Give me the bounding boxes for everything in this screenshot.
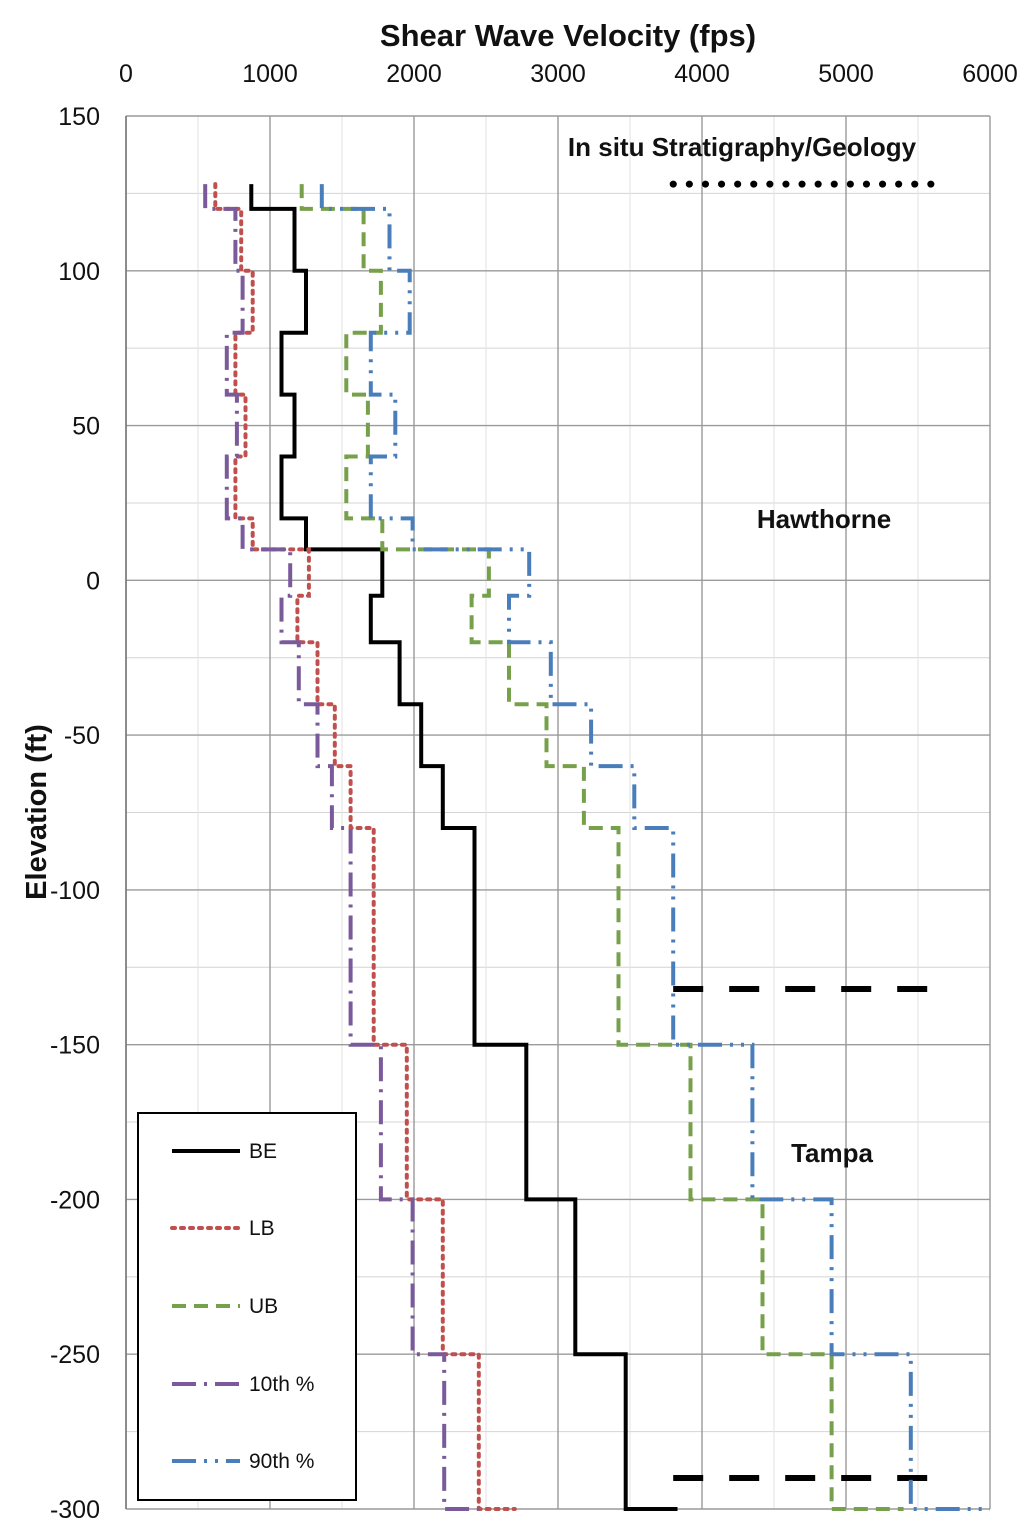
y-tick-label: -250 <box>50 1341 100 1369</box>
legend-box <box>137 1112 357 1501</box>
stratigraphy-header: In situ Stratigraphy/Geology <box>568 132 917 162</box>
series-90th-line <box>319 184 990 1511</box>
legend-label-90th: 90th % <box>249 1450 314 1473</box>
x-tick-label: 6000 <box>962 60 1018 88</box>
layer-label-tampa: Tampa <box>791 1138 873 1168</box>
x-tick-label: 3000 <box>530 60 586 88</box>
y-axis-label: Elevation (ft) <box>21 724 53 900</box>
series-ub-line <box>299 184 904 1511</box>
y-tick-label: 50 <box>72 413 100 441</box>
legend-label-be: BE <box>249 1140 277 1163</box>
legend-label-ub: UB <box>249 1295 278 1318</box>
y-tick-label: -50 <box>64 722 100 750</box>
x-tick-label: 1000 <box>242 60 298 88</box>
x-tick-label: 2000 <box>386 60 442 88</box>
legend-label-10th: 10th % <box>249 1373 314 1396</box>
x-tick-label: 5000 <box>818 60 874 88</box>
tick-labels: 150 100 50 0 -50 -100 -150 -200 -250 -300 0 1000 200… <box>50 60 1018 1524</box>
stratigraphy-boundaries <box>669 180 951 1482</box>
series-be-line <box>249 184 678 1511</box>
series-lines <box>203 182 990 1511</box>
x-tick-label: 0 <box>119 60 133 88</box>
chart-title: Shear Wave Velocity (fps) <box>380 18 756 53</box>
y-tick-label: 0 <box>86 567 100 595</box>
series-10th-line <box>203 184 479 1511</box>
series-lb-line <box>213 182 517 1511</box>
y-tick-label: 150 <box>58 103 100 131</box>
layer-label-hawthorne: Hawthorne <box>757 504 891 534</box>
y-tick-label: -150 <box>50 1032 100 1060</box>
y-tick-label: -300 <box>50 1496 100 1524</box>
y-tick-label: -200 <box>50 1186 100 1214</box>
y-tick-label: -100 <box>50 877 100 905</box>
legend-label-lb: LB <box>249 1217 275 1240</box>
legend-swatches <box>170 1149 242 1463</box>
x-tick-label: 4000 <box>674 60 730 88</box>
y-tick-label: 100 <box>58 258 100 286</box>
legend: BE LB UB 10th % 90th % <box>137 1112 357 1501</box>
